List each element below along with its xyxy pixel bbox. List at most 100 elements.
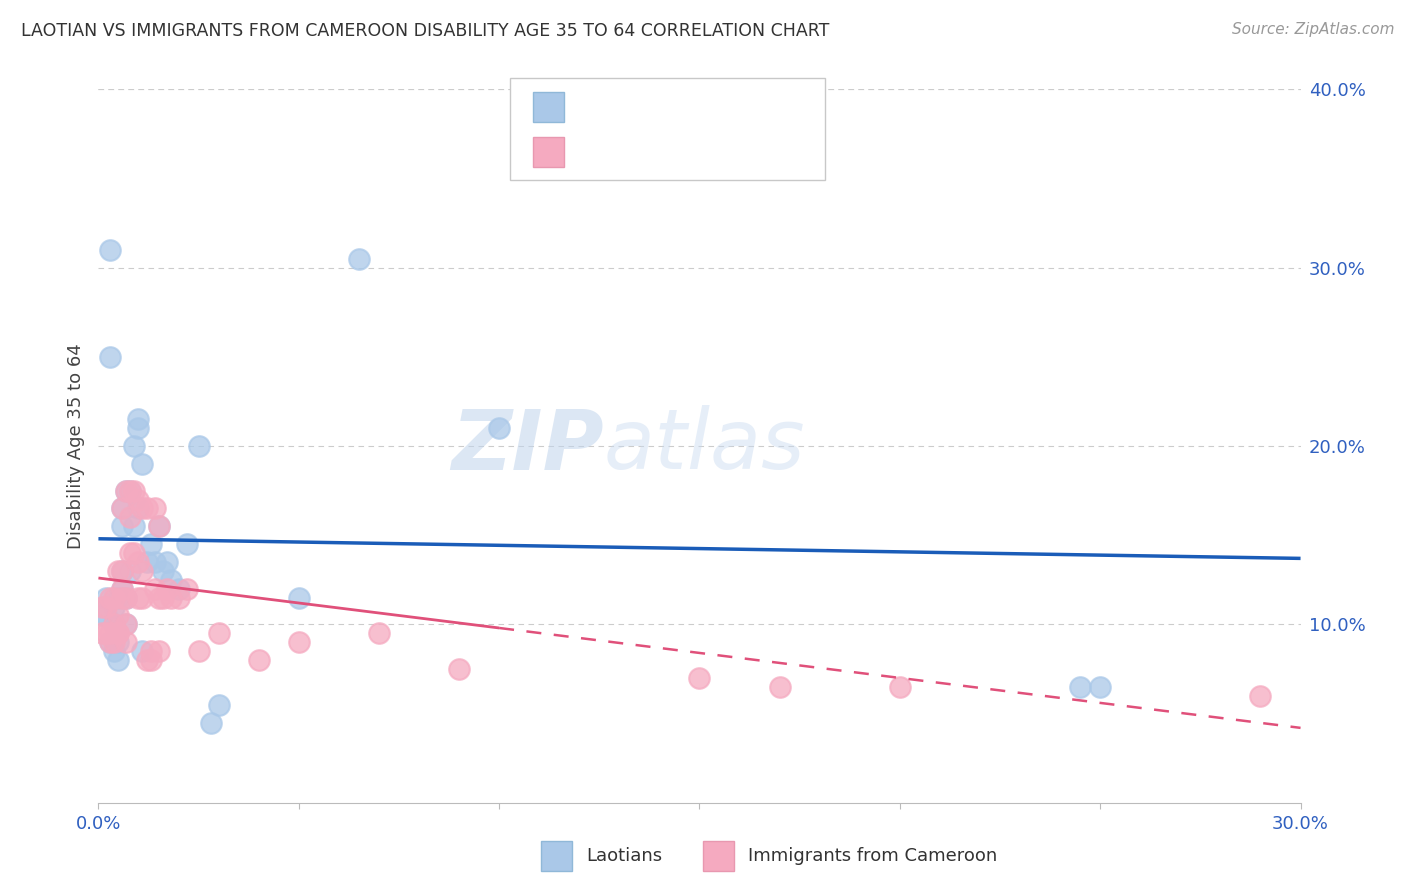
Point xyxy=(152,591,174,605)
Point xyxy=(128,492,150,507)
Point xyxy=(769,680,792,694)
Point xyxy=(167,591,190,605)
Point xyxy=(488,421,510,435)
Point xyxy=(103,617,125,632)
Point xyxy=(1069,680,1091,694)
Point xyxy=(139,653,162,667)
Point xyxy=(128,501,150,516)
Point xyxy=(447,662,470,676)
Point xyxy=(1088,680,1111,694)
Point xyxy=(103,617,125,632)
Point xyxy=(115,483,138,498)
Point xyxy=(131,501,153,516)
Text: Laotians: Laotians xyxy=(586,847,662,865)
Point xyxy=(131,644,153,658)
Point xyxy=(103,591,125,605)
Point xyxy=(100,243,122,257)
Point xyxy=(148,519,170,533)
Point xyxy=(155,555,177,569)
Point xyxy=(143,501,166,516)
Point xyxy=(347,252,370,266)
Y-axis label: Disability Age 35 to 64: Disability Age 35 to 64 xyxy=(66,343,84,549)
Point xyxy=(143,555,166,569)
Text: -0.039: -0.039 xyxy=(620,98,678,116)
Point xyxy=(124,483,146,498)
Point xyxy=(107,626,129,640)
Point xyxy=(131,457,153,471)
Point xyxy=(103,644,125,658)
Text: N = 45: N = 45 xyxy=(707,98,770,116)
Point xyxy=(148,644,170,658)
Point xyxy=(288,635,311,649)
Point xyxy=(120,564,142,578)
Point xyxy=(91,626,114,640)
Point xyxy=(96,591,118,605)
Point xyxy=(124,519,146,533)
Point xyxy=(124,439,146,453)
Point xyxy=(187,439,209,453)
Point xyxy=(111,564,134,578)
Point xyxy=(96,608,118,623)
Point xyxy=(120,483,142,498)
Point xyxy=(208,698,231,712)
Point xyxy=(131,591,153,605)
Point xyxy=(247,653,270,667)
Point xyxy=(115,635,138,649)
Text: Immigrants from Cameroon: Immigrants from Cameroon xyxy=(748,847,997,865)
Point xyxy=(187,644,209,658)
Text: Source: ZipAtlas.com: Source: ZipAtlas.com xyxy=(1232,22,1395,37)
Point xyxy=(107,635,129,649)
Point xyxy=(139,644,162,658)
Text: R =: R = xyxy=(578,143,623,161)
Point xyxy=(100,635,122,649)
Point xyxy=(135,501,157,516)
Point xyxy=(159,573,181,587)
Point xyxy=(100,635,122,649)
Point xyxy=(91,599,114,614)
Point xyxy=(288,591,311,605)
Point xyxy=(111,582,134,596)
Point xyxy=(100,626,122,640)
Point xyxy=(148,519,170,533)
Text: ZIP: ZIP xyxy=(451,406,603,486)
Point xyxy=(107,608,129,623)
Point xyxy=(155,582,177,596)
Point xyxy=(111,501,134,516)
Point xyxy=(200,715,222,730)
Point xyxy=(128,421,150,435)
Point xyxy=(124,546,146,560)
Point xyxy=(128,412,150,426)
Point xyxy=(176,537,198,551)
Point xyxy=(368,626,391,640)
Text: R =: R = xyxy=(578,98,617,116)
Point xyxy=(689,671,711,685)
Point xyxy=(107,653,129,667)
Point xyxy=(1250,689,1272,703)
Point xyxy=(135,653,157,667)
Point xyxy=(115,591,138,605)
Point xyxy=(135,555,157,569)
Point xyxy=(111,501,134,516)
Point xyxy=(115,483,138,498)
Point xyxy=(167,582,190,596)
Point xyxy=(120,546,142,560)
Point xyxy=(115,617,138,632)
Point xyxy=(107,591,129,605)
Text: N = 57: N = 57 xyxy=(707,143,770,161)
Point xyxy=(100,591,122,605)
Point xyxy=(96,626,118,640)
Point xyxy=(159,591,181,605)
Point xyxy=(111,564,134,578)
Point xyxy=(176,582,198,596)
Point xyxy=(103,599,125,614)
Point xyxy=(96,599,118,614)
Point xyxy=(111,582,134,596)
Point xyxy=(120,510,142,524)
Point xyxy=(143,582,166,596)
Point xyxy=(208,626,231,640)
Point xyxy=(91,608,114,623)
Point xyxy=(131,564,153,578)
Point xyxy=(107,626,129,640)
Point xyxy=(115,617,138,632)
Point xyxy=(107,564,129,578)
